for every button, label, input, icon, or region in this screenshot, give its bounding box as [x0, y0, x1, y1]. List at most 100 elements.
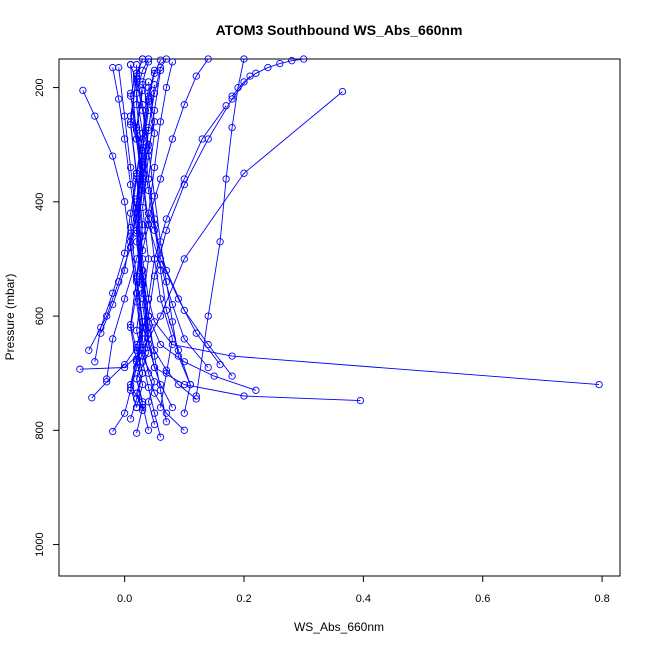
- data-point: [97, 323, 105, 332]
- data-point: [150, 420, 159, 429]
- data-point: [180, 181, 188, 189]
- data-point: [138, 329, 147, 337]
- series-profile: [192, 55, 248, 400]
- data-point: [168, 403, 177, 412]
- series-group: [76, 55, 603, 441]
- data-point: [138, 106, 147, 115]
- series-profile: [228, 55, 308, 100]
- data-point: [138, 221, 147, 229]
- data-point: [103, 312, 111, 320]
- data-point: [109, 289, 117, 297]
- x-tick-label: 0.2: [236, 593, 251, 605]
- data-point: [138, 55, 147, 63]
- data-point: [138, 163, 147, 172]
- series-line: [136, 75, 251, 402]
- data-point: [228, 92, 236, 100]
- series-line: [136, 105, 227, 408]
- data-point: [300, 55, 308, 63]
- data-point: [180, 175, 188, 183]
- data-point: [138, 380, 147, 389]
- data-point: [126, 383, 135, 392]
- data-point: [109, 427, 117, 436]
- data-point: [180, 409, 188, 417]
- data-point: [234, 83, 242, 92]
- data-point: [168, 58, 177, 66]
- data-point: [288, 57, 296, 65]
- series-line: [195, 58, 245, 397]
- data-point: [132, 226, 141, 235]
- series-line: [106, 58, 209, 379]
- data-point: [132, 358, 141, 366]
- data-point: [338, 87, 347, 96]
- data-point: [144, 92, 153, 100]
- data-point: [126, 415, 135, 423]
- series-line: [130, 64, 361, 402]
- data-point: [156, 118, 165, 126]
- series-line: [136, 64, 600, 386]
- data-point: [180, 335, 188, 343]
- data-point: [174, 352, 183, 360]
- data-point: [109, 300, 117, 309]
- series-line: [148, 61, 173, 408]
- data-point: [132, 78, 141, 86]
- data-point: [120, 266, 129, 275]
- x-tick-label: 0.6: [475, 593, 490, 605]
- data-point: [150, 69, 159, 77]
- data-point: [144, 323, 153, 332]
- y-tick-label: 200: [34, 78, 46, 96]
- data-point: [240, 169, 248, 177]
- data-point: [115, 278, 123, 286]
- data-point: [120, 360, 129, 369]
- data-point: [126, 61, 135, 69]
- data-point: [109, 335, 117, 343]
- data-point: [216, 238, 224, 246]
- data-point: [144, 209, 153, 217]
- data-point: [150, 272, 159, 280]
- series-line: [136, 58, 209, 368]
- data-point: [103, 375, 111, 383]
- y-axis: 200 400 600 800 1000: [34, 78, 60, 557]
- data-point: [252, 69, 260, 77]
- data-point: [150, 352, 159, 360]
- series-profile: [126, 61, 194, 389]
- data-point: [156, 175, 165, 183]
- series-profile: [144, 66, 194, 417]
- data-point: [126, 232, 135, 240]
- data-point: [138, 352, 147, 360]
- data-point: [168, 318, 177, 326]
- data-point: [150, 89, 159, 97]
- data-point: [126, 209, 135, 217]
- data-point: [595, 380, 603, 389]
- y-tick-label: 1000: [34, 532, 46, 556]
- data-point: [144, 295, 153, 303]
- data-point: [91, 112, 99, 120]
- series-line: [231, 58, 304, 97]
- series-line: [91, 73, 144, 399]
- data-point: [162, 306, 171, 315]
- data-point: [144, 369, 153, 377]
- data-point: [150, 129, 159, 137]
- data-point: [168, 135, 177, 143]
- data-point: [162, 83, 171, 92]
- data-point: [180, 255, 188, 263]
- data-point: [162, 266, 171, 275]
- data-point: [192, 392, 200, 400]
- data-point: [132, 389, 141, 397]
- data-point: [109, 63, 117, 72]
- data-point: [162, 215, 171, 223]
- data-point: [126, 323, 135, 332]
- data-point: [168, 300, 177, 309]
- data-point: [246, 72, 254, 80]
- data-point: [204, 312, 212, 320]
- data-point: [228, 372, 236, 380]
- y-tick-label: 400: [34, 193, 46, 211]
- data-point: [192, 72, 200, 80]
- data-point: [162, 369, 171, 377]
- data-point: [132, 169, 141, 177]
- data-point: [276, 59, 284, 68]
- data-point: [186, 380, 194, 389]
- data-point: [126, 118, 135, 126]
- data-point: [144, 312, 153, 320]
- data-point: [109, 152, 117, 160]
- data-point: [222, 175, 230, 183]
